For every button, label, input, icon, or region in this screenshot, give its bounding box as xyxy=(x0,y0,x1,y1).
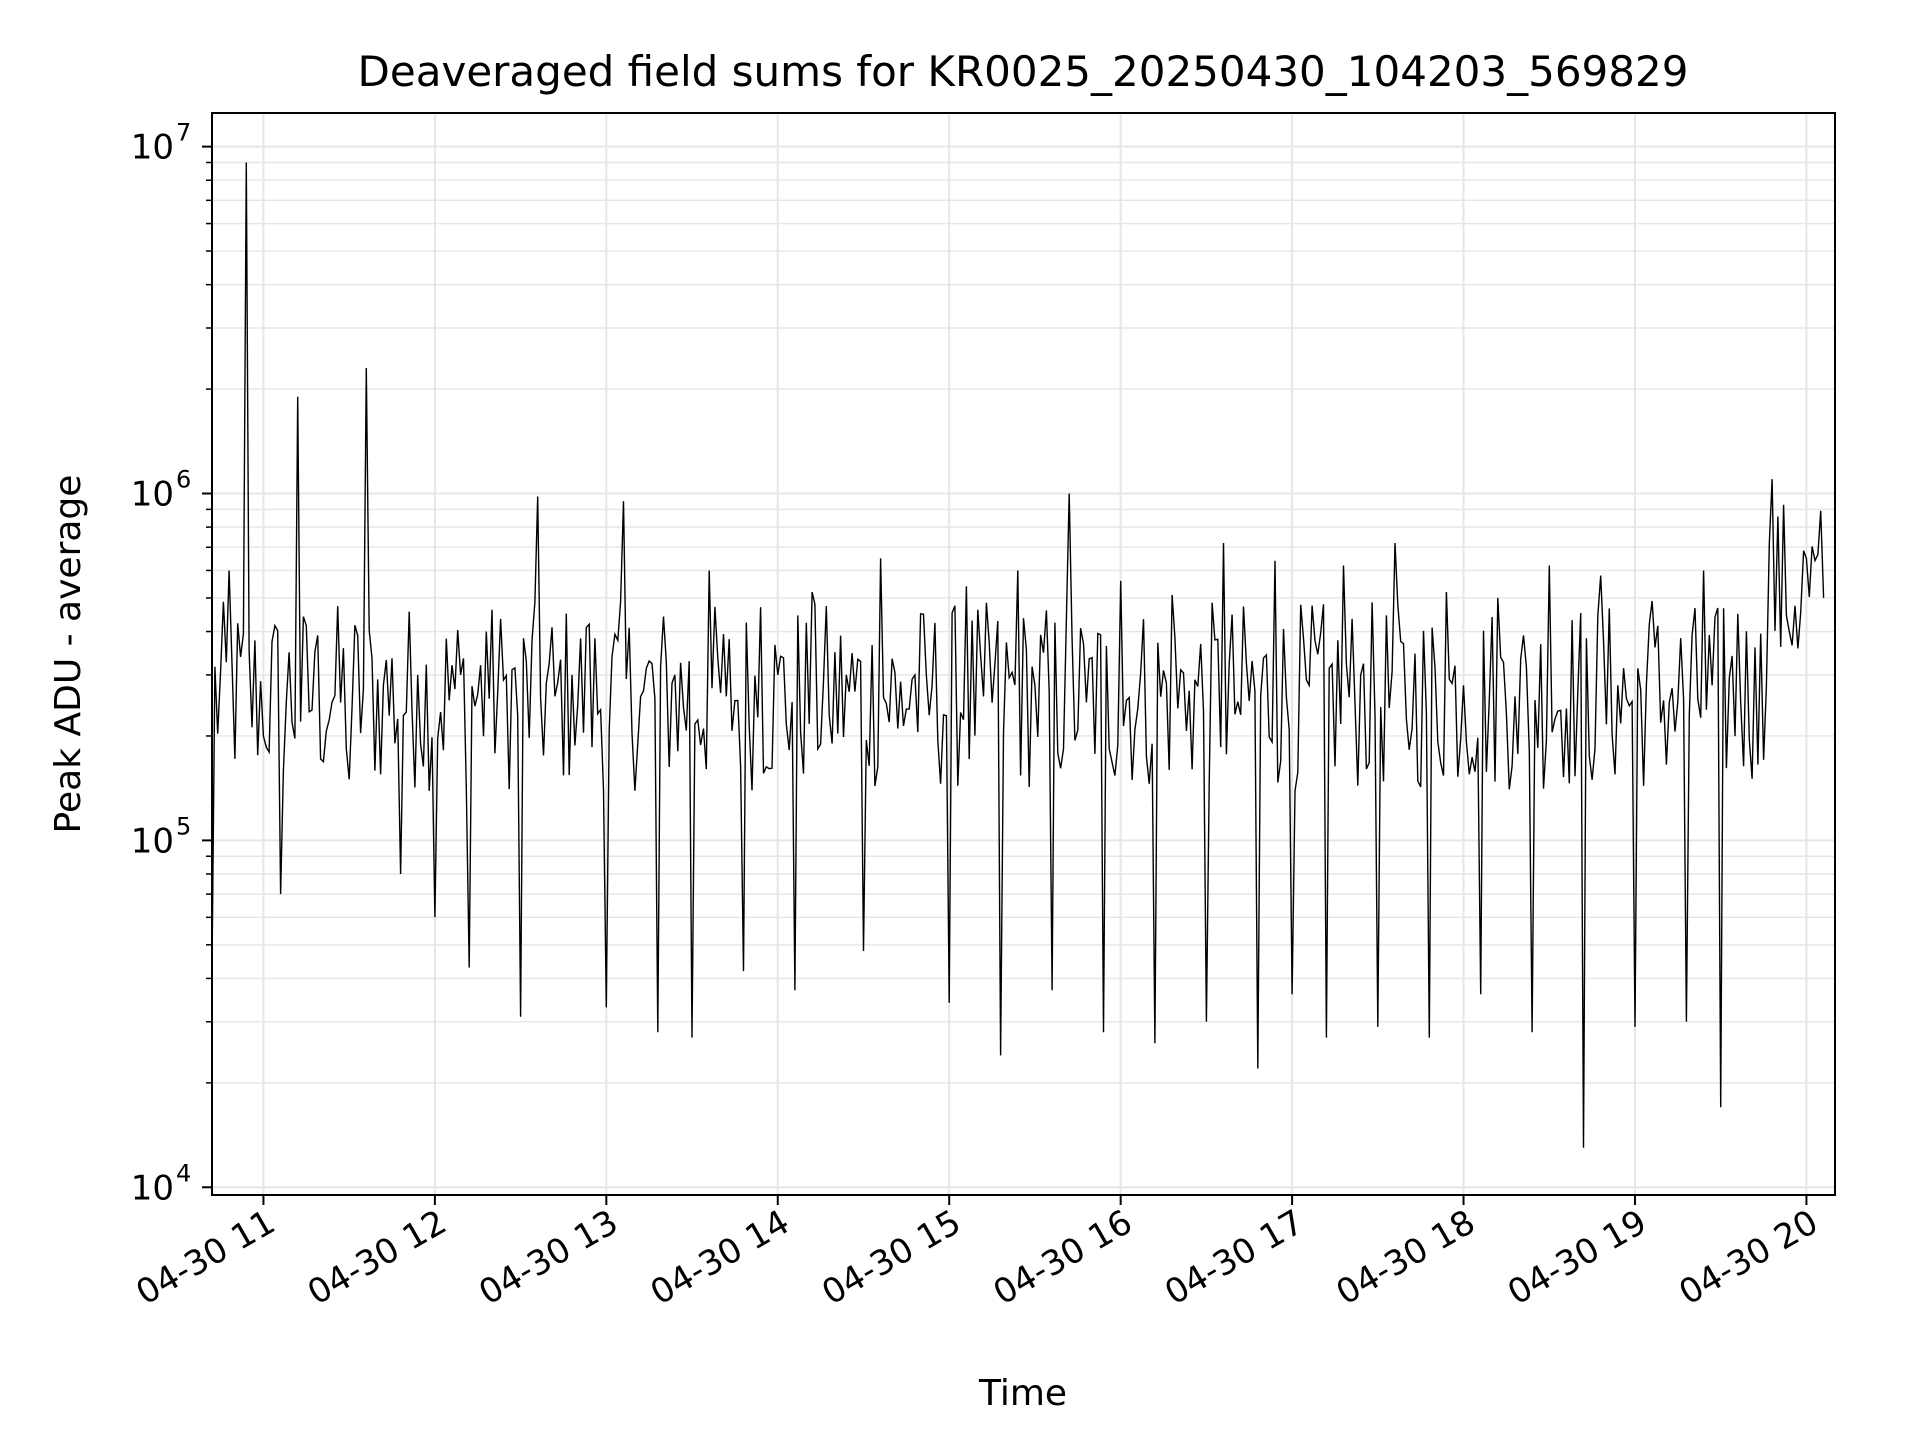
y-tick-label: 10 xyxy=(131,821,174,861)
x-tick-label: 04-30 12 xyxy=(301,1202,453,1313)
x-tick-label: 04-30 17 xyxy=(1158,1202,1310,1313)
y-tick-label-exponent: 6 xyxy=(176,466,191,494)
x-tick-label: 04-30 13 xyxy=(472,1202,624,1313)
y-tick-label-exponent: 5 xyxy=(176,812,191,840)
y-tick-label: 10 xyxy=(131,475,174,515)
series-line xyxy=(211,162,1825,1148)
chart-title: Deaveraged field sums for KR0025_2025043… xyxy=(358,47,1689,96)
y-tick-label: 10 xyxy=(131,128,174,168)
x-tick-label: 04-30 11 xyxy=(130,1202,282,1313)
y-axis-label: Peak ADU - average xyxy=(48,475,89,834)
x-tick-label: 04-30 18 xyxy=(1330,1202,1482,1313)
series-layer xyxy=(211,162,1825,1148)
x-tick-label: 04-30 20 xyxy=(1673,1202,1825,1313)
y-tick-label-exponent: 4 xyxy=(176,1159,191,1187)
x-tick-label: 04-30 16 xyxy=(987,1202,1139,1313)
x-axis-label: Time xyxy=(978,1373,1067,1414)
plot-area-frame xyxy=(211,112,1836,1196)
x-tick-label: 04-30 14 xyxy=(644,1202,796,1313)
x-axis: 04-30 11 04-30 12 04-30 13 04-30 14 04-30 15… xyxy=(130,1195,1825,1313)
x-tick-label: 04-30 15 xyxy=(815,1202,967,1313)
y-tick-label: 10 xyxy=(131,1168,174,1208)
y-tick-label-exponent: 7 xyxy=(176,119,191,147)
x-tick-label: 04-30 19 xyxy=(1501,1202,1653,1313)
